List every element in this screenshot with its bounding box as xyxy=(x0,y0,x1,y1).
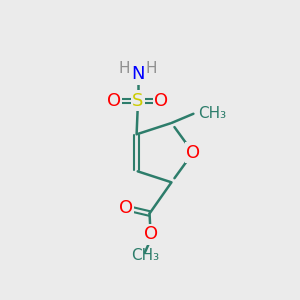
Text: O: O xyxy=(186,144,200,162)
Text: O: O xyxy=(107,92,121,110)
Text: O: O xyxy=(144,225,158,243)
Text: O: O xyxy=(119,199,133,217)
Text: S: S xyxy=(132,92,143,110)
Text: CH₃: CH₃ xyxy=(131,248,159,262)
Text: H: H xyxy=(146,61,157,76)
Text: N: N xyxy=(131,65,145,83)
Text: CH₃: CH₃ xyxy=(198,106,226,121)
Text: H: H xyxy=(118,61,130,76)
Text: O: O xyxy=(154,92,169,110)
